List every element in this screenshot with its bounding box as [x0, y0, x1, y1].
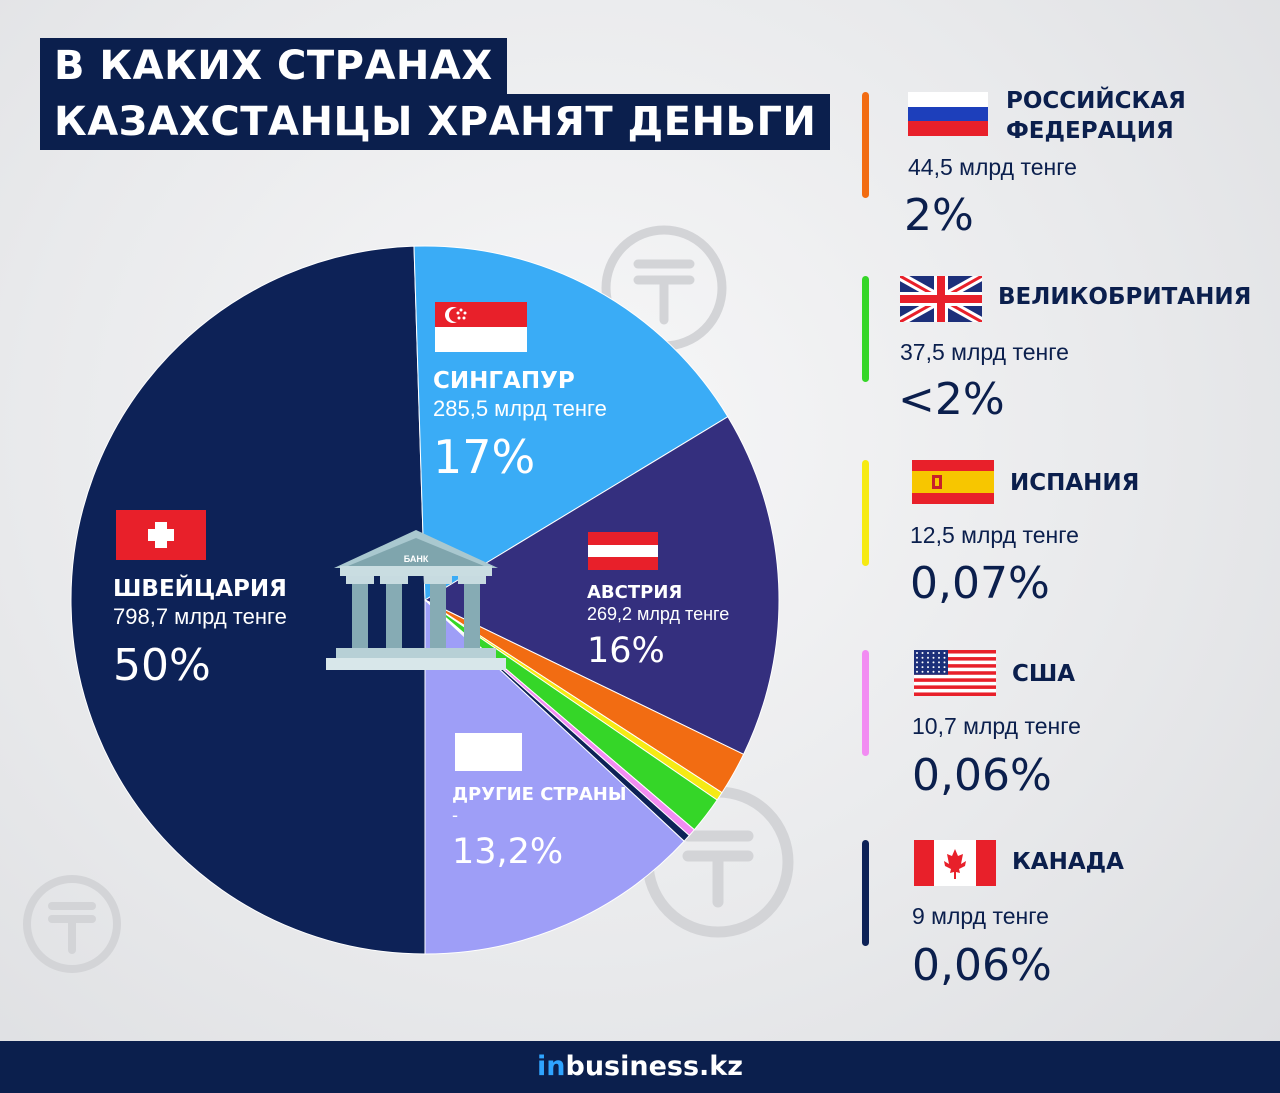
legend-percent-canada: 0,06% [912, 940, 1052, 991]
footer-bar: inbusiness.kz [0, 1041, 1280, 1093]
title-line-1: В КАКИХ СТРАНАХ [40, 38, 507, 94]
legend-name-spain: ИСПАНИЯ [1010, 470, 1140, 496]
russia-flag [908, 92, 988, 136]
title-line-2: КАЗАХСТАНЦЫ ХРАНЯТ ДЕНЬГИ [40, 94, 831, 150]
pie-slice-8 [424, 598, 685, 955]
legend-bar-usa [862, 650, 869, 756]
uk-flag [900, 276, 982, 322]
legend-amount-spain: 12,5 млрд тенге [910, 522, 1079, 548]
switzerland-flag [116, 510, 206, 560]
legend-percent-uk: <2% [898, 374, 1005, 425]
slice-label-switzerland: ШВЕЙЦАРИЯ 798,7 млрд тенге 50% [113, 576, 287, 691]
legend-amount-usa: 10,7 млрд тенге [912, 713, 1081, 739]
pie-slice-0 [70, 245, 426, 955]
brand-logo[interactable]: inbusiness.kz [537, 1051, 743, 1082]
singapore-flag [435, 302, 527, 352]
legend-name-usa: США [1012, 661, 1076, 687]
legend-bar-spain [862, 460, 869, 566]
slice-label-other-countries: ДРУГИЕ СТРАНЫ - 13,2% [452, 784, 627, 872]
legend-bar-canada [862, 840, 869, 946]
legend-name-canada: КАНАДА [1012, 849, 1124, 875]
bank-icon: БАНК [326, 530, 506, 670]
usa-flag [914, 650, 996, 696]
legend-percent-russia: 2% [904, 190, 974, 241]
spain-flag [912, 460, 994, 504]
blank-flag [455, 733, 522, 771]
tenge-watermark-icon [23, 875, 121, 973]
legend-name-russia: РОССИЙСКАЯ ФЕДЕРАЦИЯ [1006, 88, 1186, 144]
pie-slice-2 [423, 415, 780, 755]
canada-flag [914, 840, 996, 886]
legend-bar-uk [862, 276, 869, 382]
legend-bar-russia [862, 92, 869, 198]
legend-amount-canada: 9 млрд тенге [912, 903, 1049, 929]
legend-percent-usa: 0,06% [912, 750, 1052, 801]
slice-label-singapore: СИНГАПУР 285,5 млрд тенге 17% [433, 368, 607, 484]
legend-amount-uk: 37,5 млрд тенге [900, 339, 1069, 365]
legend-amount-russia: 44,5 млрд тенге [908, 154, 1077, 180]
austria-flag [588, 532, 658, 570]
bank-sign: БАНК [404, 554, 429, 564]
slice-label-austria: АВСТРИЯ 269,2 млрд тенге 16% [587, 582, 730, 671]
legend-percent-spain: 0,07% [910, 558, 1050, 609]
legend-name-uk: ВЕЛИКОБРИТАНИЯ [998, 284, 1252, 310]
